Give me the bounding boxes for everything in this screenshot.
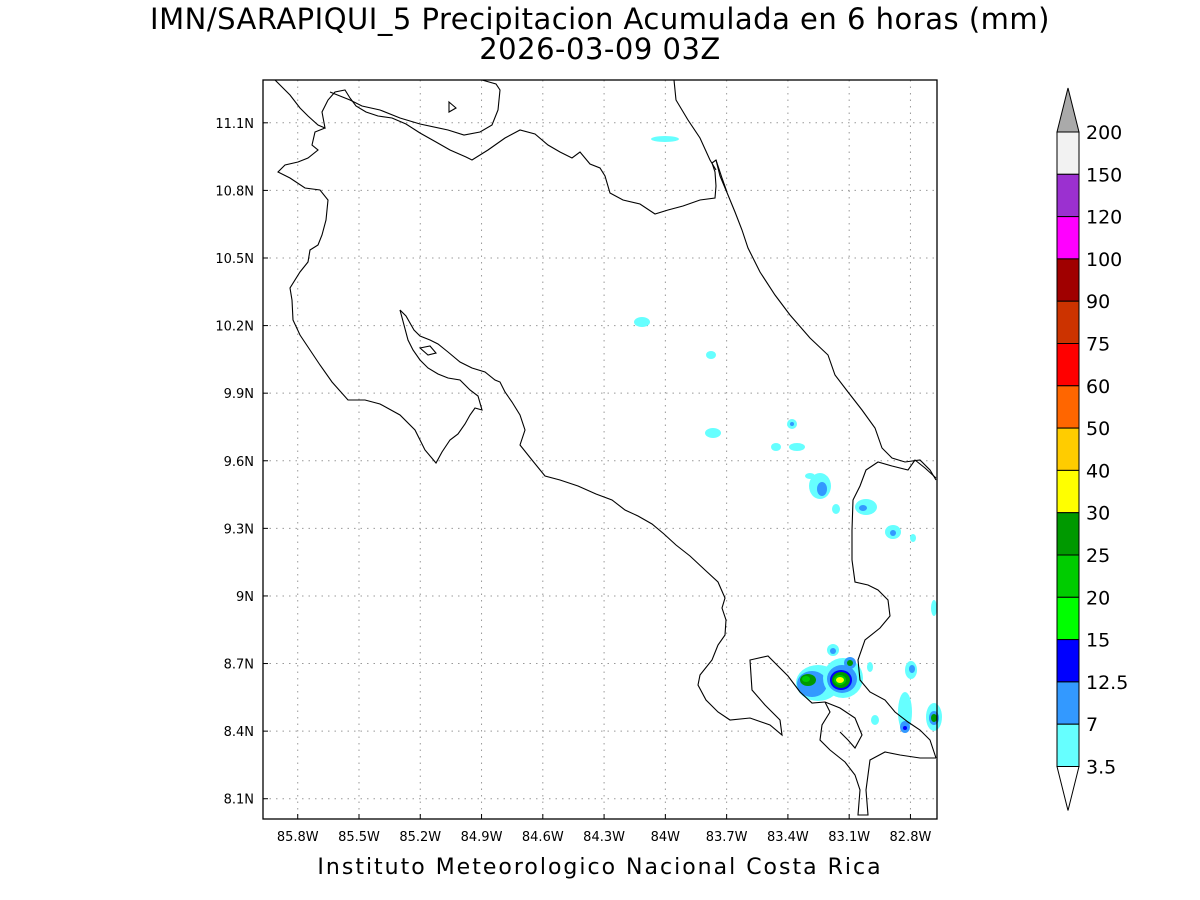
- colorbar-label: 12.5: [1086, 672, 1128, 694]
- precip-area: [909, 665, 915, 673]
- colorbar-swatch: [1056, 258, 1080, 302]
- y-tick-label: 9.6N: [224, 455, 254, 470]
- y-tick-label: 8.7N: [224, 658, 254, 673]
- precip-area: [871, 715, 879, 725]
- colorbar-label: 150: [1086, 164, 1122, 186]
- precip-area: [867, 662, 873, 672]
- colorbar-label: 20: [1086, 587, 1110, 609]
- colorbar-swatch: [1056, 216, 1080, 260]
- precip-area: [634, 317, 650, 327]
- colorbar-label: 7: [1086, 714, 1098, 736]
- y-tick-label: 10.2N: [215, 320, 254, 335]
- colorbar-top-arrow: [1056, 87, 1080, 133]
- precip-area: [836, 677, 844, 683]
- colorbar-swatch: [1056, 596, 1080, 641]
- x-tick-label: 85.8W: [277, 830, 319, 845]
- colorbar-swatch: [1056, 512, 1080, 556]
- map-title: IMN/SARAPIQUI_5 Precipitacion Acumulada …: [150, 2, 1050, 36]
- x-tick-label: 84.9W: [461, 830, 503, 845]
- colorbar-swatch: [1056, 427, 1080, 471]
- y-tick-label: 9.9N: [224, 387, 254, 402]
- colorbar-label: 120: [1086, 207, 1122, 229]
- precip-area: [859, 505, 867, 511]
- y-tick-label: 9.3N: [224, 522, 254, 537]
- precip-area: [817, 482, 827, 496]
- colorbar-label: 25: [1086, 545, 1110, 567]
- colorbar-swatch: [1056, 554, 1080, 598]
- colorbar-legend: 200 150 120 100 90 75 60 50 40 30 25 20 15 12.5 7 3.5: [1056, 87, 1128, 811]
- colorbar-label: 100: [1086, 249, 1122, 271]
- y-tick-label: 8.4N: [224, 725, 254, 740]
- coastlines: [274, 79, 937, 816]
- y-tick-label: 9N: [236, 590, 254, 605]
- colorbar-bottom-arrow: [1056, 766, 1080, 811]
- precip-area: [771, 443, 781, 451]
- colorbar-swatch: [1056, 639, 1080, 683]
- precip-area: [890, 530, 896, 536]
- colorbar-label: 15: [1086, 630, 1110, 652]
- precip-area: [910, 534, 916, 542]
- y-tick-label: 10.5N: [215, 252, 254, 267]
- map-date: 2026-03-09 03Z: [479, 32, 721, 66]
- x-tick-label: 84.3W: [583, 830, 625, 845]
- precip-area: [705, 428, 721, 438]
- colorbar-label: 30: [1086, 503, 1110, 525]
- precip-area: [790, 422, 794, 426]
- precip-area: [931, 600, 937, 616]
- colorbar-label: 40: [1086, 460, 1110, 482]
- x-tick-label: 85.5W: [338, 830, 380, 845]
- colorbar-swatch: [1056, 131, 1080, 175]
- map-frame: [262, 79, 938, 820]
- colorbar-swatch: [1056, 723, 1080, 768]
- x-tick-label: 84W: [651, 830, 681, 845]
- x-tick-label: 82.8W: [890, 830, 932, 845]
- precip-area: [651, 136, 679, 142]
- precip-area: [847, 660, 853, 666]
- colorbar-swatch: [1056, 469, 1080, 514]
- colorbar-label: 3.5: [1086, 757, 1116, 779]
- precip-area: [830, 648, 836, 654]
- axis-ticks: 85.8W 85.5W 85.2W 84.9W 84.6W 84.3W 84W 83.7W 83…: [215, 117, 931, 845]
- precip-area: [706, 351, 716, 359]
- colorbar-label: 200: [1086, 122, 1122, 144]
- precip-area: [802, 676, 810, 682]
- x-tick-label: 83.4W: [767, 830, 809, 845]
- precip-area: [789, 443, 805, 451]
- precipitation-fields: [634, 136, 942, 733]
- colorbar-label: 75: [1086, 334, 1110, 356]
- precip-area: [931, 714, 937, 722]
- precip-area: [832, 504, 840, 514]
- precip-area: [805, 473, 815, 479]
- x-tick-label: 83.7W: [706, 830, 748, 845]
- y-tick-label: 11.1N: [215, 117, 254, 132]
- colorbar-swatch: [1056, 385, 1080, 429]
- colorbar-label: 60: [1086, 376, 1110, 398]
- x-tick-label: 83.1W: [828, 830, 870, 845]
- y-tick-label: 10.8N: [215, 184, 254, 199]
- y-tick-label: 8.1N: [224, 793, 254, 808]
- x-tick-label: 85.2W: [399, 830, 441, 845]
- colorbar-label: 50: [1086, 418, 1110, 440]
- colorbar-swatch: [1056, 681, 1080, 725]
- map-grid: [263, 80, 937, 819]
- footer-credit: Instituto Meteorologico Nacional Costa R…: [317, 855, 883, 880]
- x-tick-label: 84.6W: [522, 830, 564, 845]
- colorbar-swatch: [1056, 343, 1080, 387]
- colorbar-swatch: [1056, 173, 1080, 218]
- precip-area: [903, 726, 907, 730]
- colorbar-swatch: [1056, 300, 1080, 345]
- colorbar-label: 90: [1086, 291, 1110, 313]
